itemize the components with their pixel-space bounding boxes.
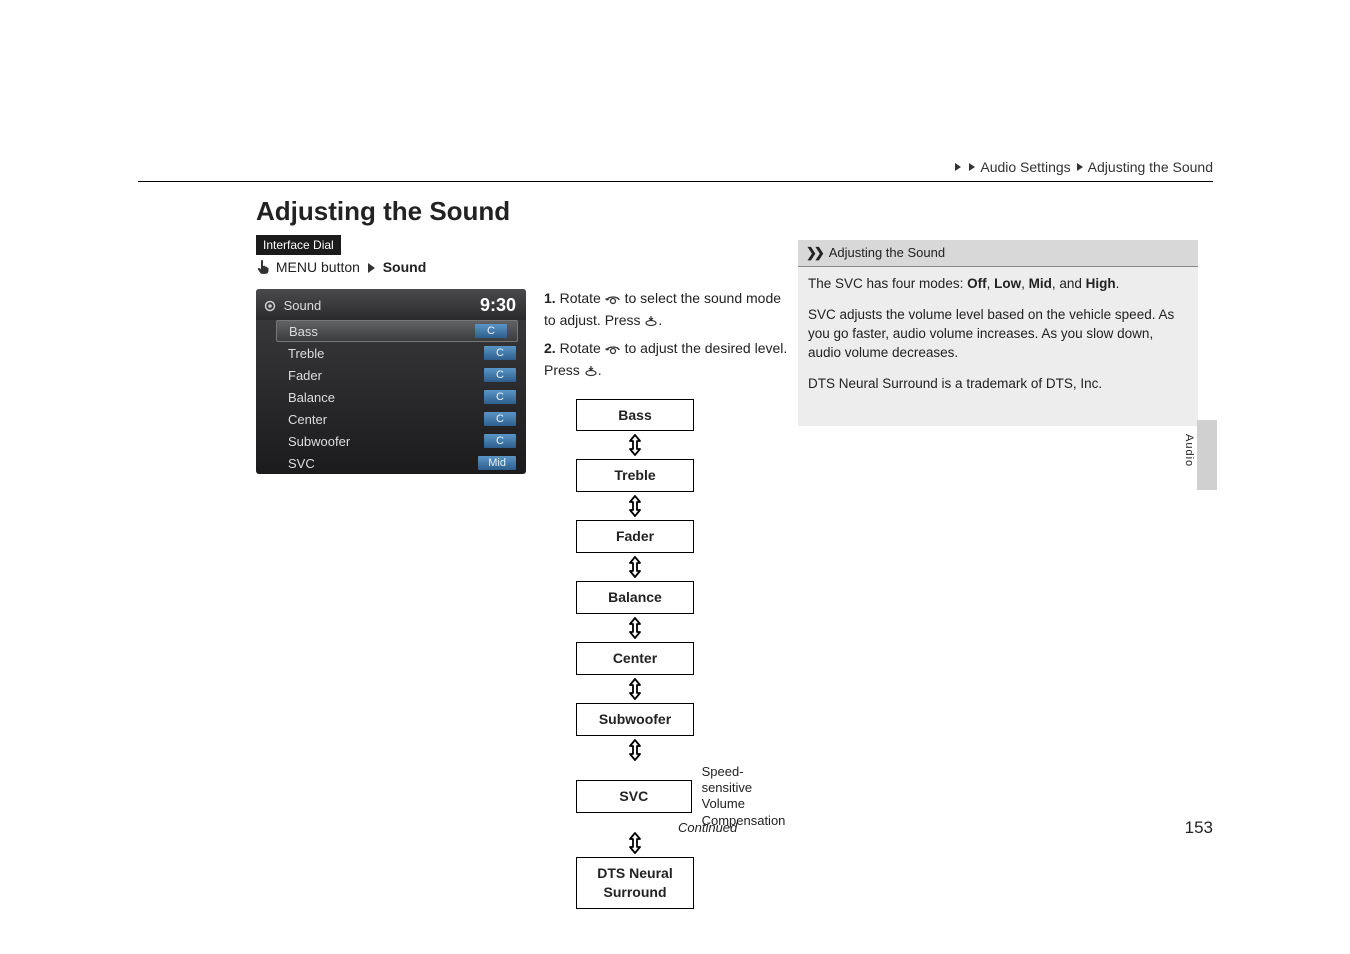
svc-mode: Low (994, 276, 1021, 291)
up-down-arrow-icon (576, 829, 694, 857)
up-down-arrow-icon (576, 431, 694, 459)
hand-pointer-icon (256, 259, 270, 275)
screenshot-row-label: Bass (289, 324, 318, 339)
breadcrumb-bar: Audio Settings Adjusting the Sound (138, 140, 1213, 182)
sidebar-heading: ❯❯ Adjusting the Sound (798, 240, 1198, 267)
screenshot-row-label: Fader (288, 368, 322, 383)
screenshot-row-label: Balance (288, 390, 335, 405)
screenshot-row: Bass C (276, 320, 518, 342)
interface-dial-tag: Interface Dial (256, 235, 341, 255)
flow-box: Subwoofer (576, 703, 694, 736)
up-down-arrow-icon (576, 553, 694, 581)
screenshot-row-label: Treble (288, 346, 324, 361)
chevron-right-icon (1077, 163, 1083, 171)
screenshot-row-value: C (484, 412, 516, 426)
flow-box: Center (576, 642, 694, 675)
step-text: . (658, 312, 662, 328)
sidebar-text: The SVC has four modes: (808, 276, 967, 291)
screenshot-row-label: SVC (288, 456, 315, 471)
step-number: 2. (544, 340, 556, 356)
gear-icon (264, 300, 276, 312)
screenshot-row-value: C (484, 434, 516, 448)
breadcrumb-seg: Adjusting the Sound (1088, 159, 1213, 175)
svc-mode: Mid (1029, 276, 1052, 291)
screenshot-row: Center C (256, 408, 526, 430)
screenshot-row-value: C (484, 346, 516, 360)
chevron-right-icon (955, 163, 961, 171)
sidebar-body: The SVC has four modes: Off, Low, Mid, a… (798, 267, 1198, 425)
breadcrumb-seg: Audio Settings (980, 159, 1070, 175)
chevron-right-icon (969, 163, 975, 171)
sidebar-text: , (1021, 276, 1029, 291)
press-dial-icon (644, 314, 658, 333)
screenshot-row: Balance C (256, 386, 526, 408)
step-text: Rotate (560, 340, 605, 356)
svc-mode: High (1086, 276, 1116, 291)
up-down-arrow-icon (576, 492, 694, 520)
flow-box: Treble (576, 459, 694, 492)
step-text: Rotate (560, 290, 605, 306)
screenshot-row: SVC Mid (256, 452, 526, 474)
sidebar-text: , (987, 276, 995, 291)
step-text: . (598, 362, 602, 378)
screenshot-row: Fader C (256, 364, 526, 386)
page-number: 153 (1185, 818, 1213, 838)
menu-button-text: MENU button (276, 259, 360, 275)
step-1: 1. Rotate to select the sound mode to ad… (544, 289, 792, 333)
screenshot-row-value: Mid (478, 456, 516, 470)
dts-trademark: DTS Neural Surround is a trademark of DT… (808, 375, 1188, 394)
flow-box: DTS Neural Surround (576, 857, 694, 909)
instructions: 1. Rotate to select the sound mode to ad… (544, 289, 792, 909)
press-dial-icon (584, 364, 598, 383)
screenshot-clock: 9:30 (480, 295, 516, 316)
screenshot-header: Sound 9:30 (256, 289, 526, 320)
double-chevron-icon: ❯❯ (806, 244, 822, 262)
sound-settings-screenshot: Sound 9:30 BassCTrebleCFaderCBalanceCCen… (256, 289, 526, 474)
screenshot-title: Sound (284, 298, 322, 313)
step-2: 2. Rotate to adjust the desired level. P… (544, 339, 792, 383)
section-thumb-label: Audio (1183, 434, 1195, 467)
chevron-right-icon (368, 263, 375, 273)
screenshot-row-value: C (475, 324, 507, 338)
menu-target: Sound (383, 259, 427, 275)
step-number: 1. (544, 290, 556, 306)
up-down-arrow-icon (576, 675, 694, 703)
breadcrumb: Audio Settings Adjusting the Sound (953, 159, 1213, 175)
svc-modes-line: The SVC has four modes: Off, Low, Mid, a… (808, 275, 1188, 294)
rotate-dial-icon (605, 342, 621, 361)
up-down-arrow-icon (576, 736, 694, 764)
screenshot-row-label: Center (288, 412, 327, 427)
sidebar-text: , and (1052, 276, 1086, 291)
continued-label: Continued (678, 820, 737, 919)
rotate-dial-icon (605, 292, 621, 311)
svc-description: SVC adjusts the volume level based on th… (808, 306, 1188, 363)
sidebar-text: . (1116, 276, 1120, 291)
section-thumb-tab (1197, 420, 1217, 490)
page-title: Adjusting the Sound (256, 196, 1213, 227)
svc-mode: Off (967, 276, 987, 291)
sidebar-title: Adjusting the Sound (829, 245, 945, 260)
screenshot-row-value: C (484, 368, 516, 382)
flow-box: Fader (576, 520, 694, 553)
screenshot-row: Subwoofer C (256, 430, 526, 452)
screenshot-row-label: Subwoofer (288, 434, 350, 449)
screenshot-row: Treble C (256, 342, 526, 364)
flow-box: Bass (576, 399, 694, 432)
flow-box: SVC (576, 780, 692, 813)
up-down-arrow-icon (576, 614, 694, 642)
screenshot-row-value: C (484, 390, 516, 404)
flow-box: Balance (576, 581, 694, 614)
info-sidebar: ❯❯ Adjusting the Sound The SVC has four … (798, 240, 1198, 426)
